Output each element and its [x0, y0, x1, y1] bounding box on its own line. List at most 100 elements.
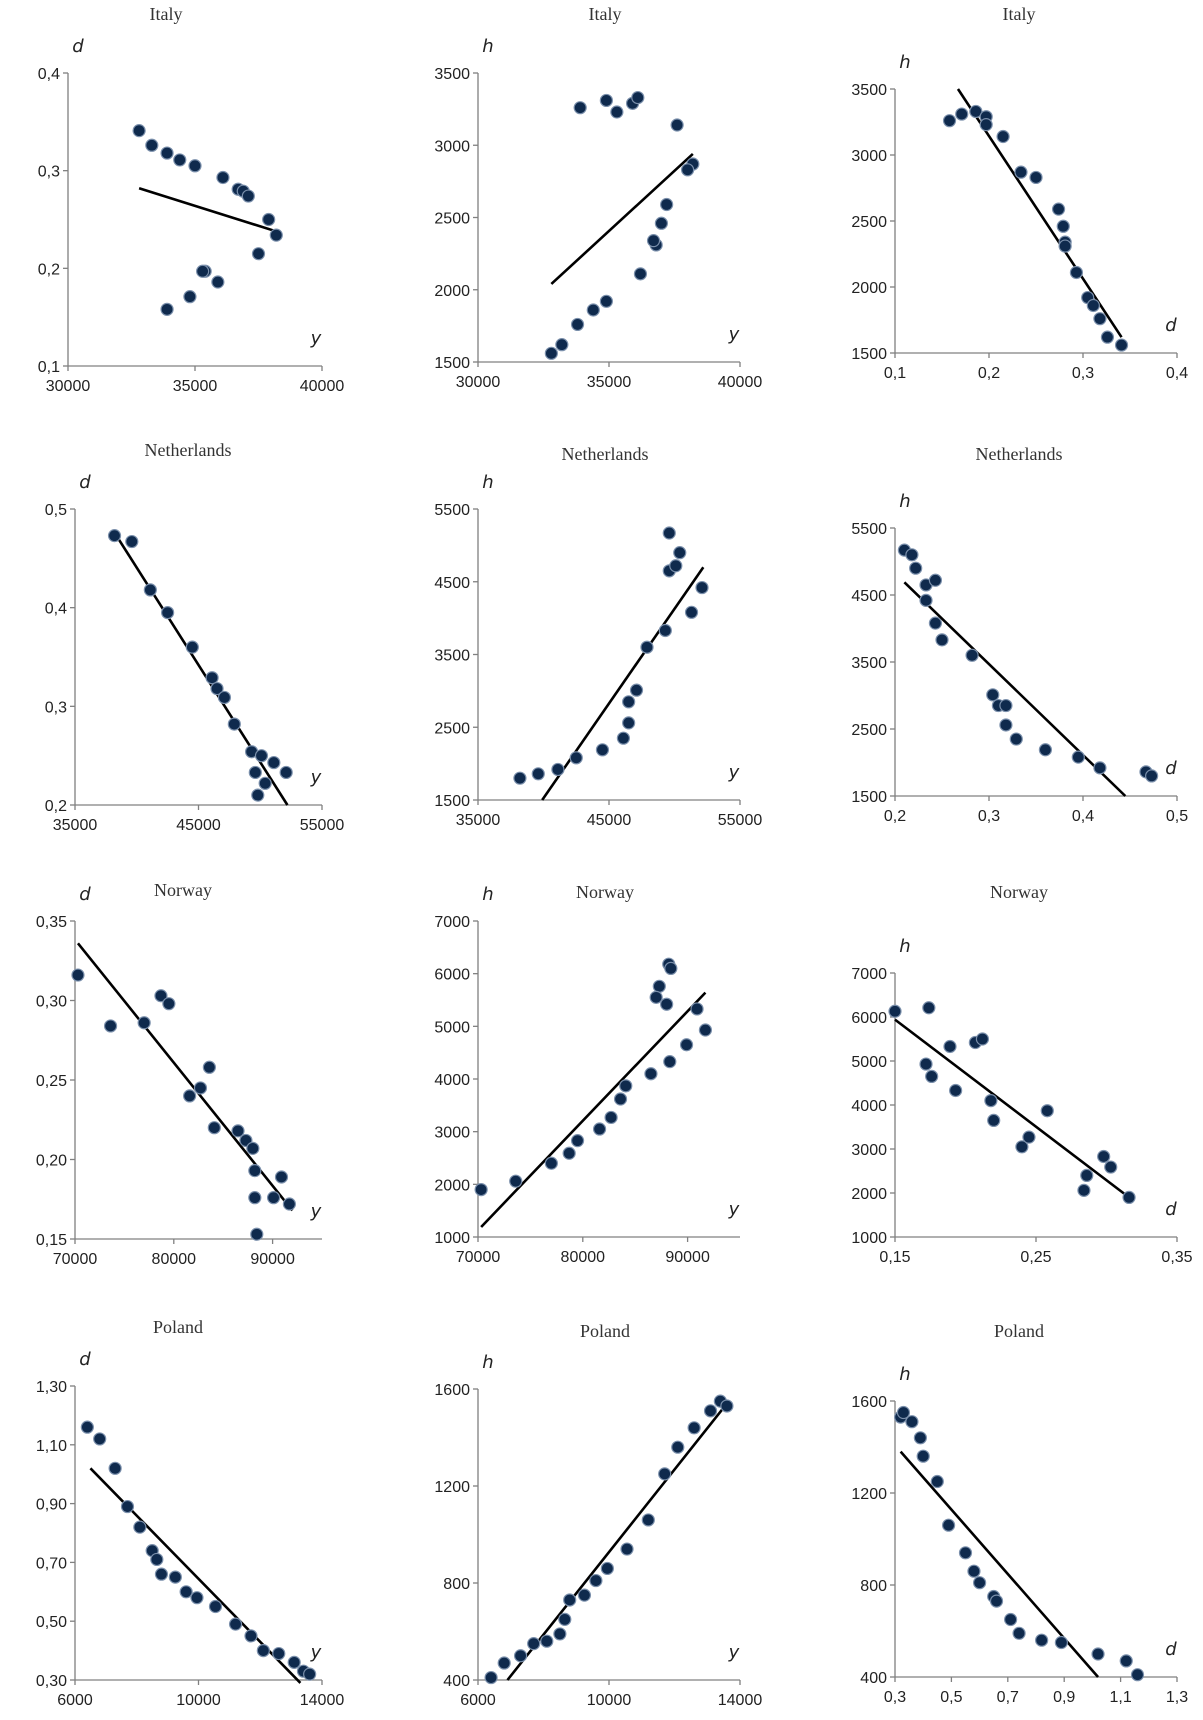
x-tick-label: 70000 [456, 1249, 501, 1266]
data-point [680, 163, 695, 177]
data-point [1119, 1654, 1133, 1668]
y-tick-label: 0,30 [36, 1673, 67, 1690]
chart-title: Poland [994, 1321, 1044, 1341]
data-point [1080, 1168, 1094, 1183]
y-tick-label: 0,70 [36, 1555, 67, 1572]
data-point [620, 1542, 634, 1556]
y-tick-label: 1500 [434, 355, 470, 372]
data-point [484, 1670, 498, 1685]
x-tick-label: 35000 [173, 378, 218, 395]
data-point [287, 1655, 301, 1669]
data-point [641, 1513, 655, 1527]
y-tick-label: 3500 [434, 648, 470, 665]
data-point [663, 1055, 677, 1069]
data-point [161, 605, 175, 620]
data-point [227, 717, 241, 731]
data-point [474, 1182, 488, 1197]
y-tick-label: 0,90 [36, 1497, 67, 1514]
y-tick-label: 7000 [851, 966, 887, 983]
y-tick-label: 1500 [434, 793, 470, 810]
data-point [258, 776, 272, 790]
y-tick-label: 0,2 [45, 798, 67, 815]
data-point [664, 961, 678, 976]
data-point [1035, 1633, 1049, 1647]
trend-line [550, 152, 694, 285]
data-point [248, 765, 262, 780]
data-point [207, 1121, 221, 1135]
y-tick-label: 0,3 [38, 164, 60, 181]
y-tick-label: 0,50 [36, 1614, 67, 1631]
x-tick-label: 0,3 [978, 808, 1000, 825]
data-point [616, 731, 631, 745]
data-point [896, 1405, 911, 1420]
chart-title: Italy [589, 4, 622, 24]
data-point [509, 1174, 523, 1188]
data-point [210, 681, 224, 696]
y-tick-label: 2500 [434, 211, 470, 228]
data-point [282, 1197, 296, 1211]
data-point [673, 546, 687, 560]
data-point [1009, 732, 1023, 746]
data-point [1040, 1104, 1054, 1118]
x-axis-label: y [728, 1642, 740, 1663]
data-point [986, 688, 1000, 702]
y-axis-label: d [79, 884, 91, 905]
y-axis-label: h [899, 52, 910, 73]
x-tick-label: 0,5 [1166, 808, 1188, 825]
y-axis-label: d [72, 36, 84, 57]
y-tick-label: 1200 [434, 1479, 470, 1496]
data-point [928, 616, 943, 630]
data-point [987, 1113, 1001, 1128]
data-point [1086, 298, 1100, 313]
data-point [173, 153, 187, 167]
data-point [562, 1146, 576, 1160]
x-tick-label: 0,3 [1072, 365, 1094, 382]
y-tick-label: 2000 [434, 1177, 470, 1194]
data-point [698, 1023, 713, 1037]
x-tick-label: 45000 [587, 812, 632, 829]
data-point [154, 1567, 169, 1581]
data-point [551, 762, 565, 777]
data-point [108, 1461, 122, 1475]
trend-line [903, 581, 1127, 797]
y-tick-label: 3000 [434, 138, 470, 155]
chart-title: Netherlands [145, 440, 232, 460]
y-axis-label: h [482, 1352, 493, 1373]
data-point [179, 1585, 193, 1599]
y-tick-label: 3000 [851, 1142, 887, 1159]
x-tick-label: 45000 [176, 817, 221, 834]
data-point [103, 1019, 118, 1033]
data-point [644, 1067, 658, 1081]
data-point [1097, 1149, 1111, 1164]
trend-line [899, 1450, 1100, 1678]
data-point [132, 124, 146, 138]
y-tick-label: 0,2 [38, 261, 60, 278]
data-point [71, 968, 85, 982]
data-point [570, 317, 585, 332]
data-point [513, 1649, 528, 1663]
data-point [183, 1089, 197, 1103]
data-point [569, 751, 583, 765]
data-point [274, 1170, 289, 1184]
y-tick-label: 800 [860, 1578, 887, 1595]
y-tick-label: 2500 [851, 722, 887, 739]
data-point [589, 1573, 603, 1588]
data-point [262, 212, 276, 227]
data-point [251, 247, 266, 261]
data-point [662, 526, 676, 540]
x-tick-label: 35000 [456, 812, 501, 829]
data-point [205, 671, 219, 685]
trend-line [506, 1402, 728, 1681]
data-point [599, 93, 613, 108]
y-tick-label: 2500 [851, 214, 887, 231]
data-point [909, 561, 923, 575]
x-tick-label: 30000 [456, 374, 501, 391]
data-point [1038, 743, 1053, 757]
data-point [185, 640, 199, 654]
data-point [269, 228, 283, 242]
